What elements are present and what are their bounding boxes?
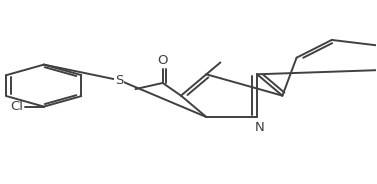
Text: S: S (115, 74, 123, 87)
Text: O: O (158, 54, 168, 67)
Text: Cl: Cl (10, 100, 23, 113)
Text: N: N (255, 121, 265, 134)
